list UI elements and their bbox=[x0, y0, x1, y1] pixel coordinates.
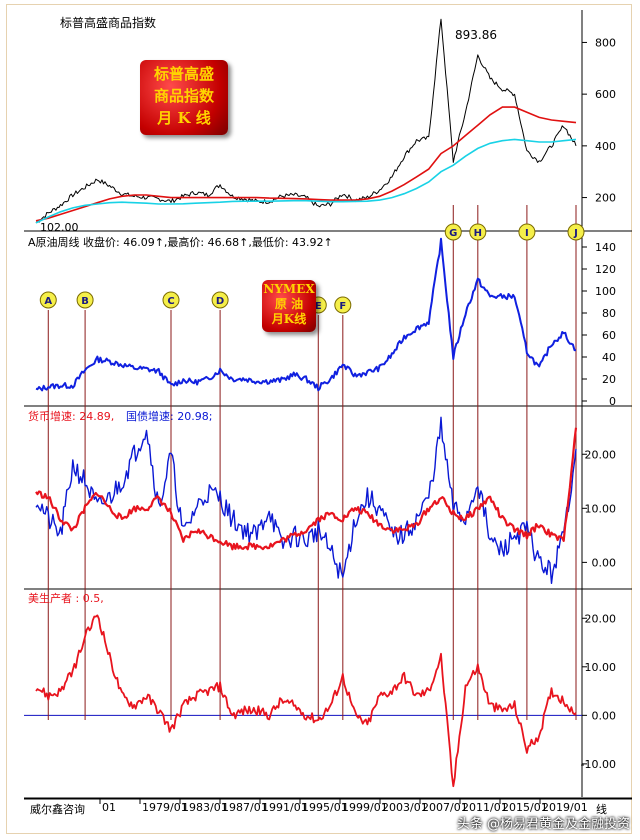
money-growth-series bbox=[35, 427, 578, 551]
y-tick-label: 20 bbox=[602, 373, 616, 386]
marker-h-circle bbox=[469, 223, 487, 241]
y-tick-label: 10.00 bbox=[585, 661, 617, 674]
x-tick-label: 1991/01 bbox=[262, 801, 308, 814]
x-tick-label: 1999/01 bbox=[342, 801, 388, 814]
y-tick-label: 60 bbox=[602, 329, 616, 342]
marker-b-circle bbox=[76, 291, 94, 309]
x-tick-label: 2015/01 bbox=[502, 801, 548, 814]
oil-price-series bbox=[35, 237, 577, 392]
marker-d-circle bbox=[211, 291, 229, 309]
page-title: 标普高盛商品指数 bbox=[60, 16, 157, 30]
x-tick-label: 2007/01 bbox=[422, 801, 468, 814]
marker-c-circle bbox=[162, 291, 180, 309]
marker-i-circle bbox=[518, 223, 536, 241]
gsci-badge-line-3: 月 K 线 bbox=[157, 109, 211, 127]
x-tick-label: 1987/01 bbox=[222, 801, 268, 814]
y-tick-label: 0.00 bbox=[592, 556, 617, 569]
y-tick-label: 20.00 bbox=[585, 448, 617, 461]
ppi-caption: 美生产者 : 0.5, bbox=[28, 592, 104, 605]
y-tick-label: 10.00 bbox=[585, 502, 617, 515]
watermark: 头条 @杨易君黄金及金融投资 bbox=[456, 817, 630, 832]
gsci-ma-short-series bbox=[35, 138, 577, 224]
x-tick-label: 01 bbox=[102, 801, 116, 814]
oil-badge-line-2: 原 油 bbox=[274, 297, 304, 311]
marker-j-circle bbox=[567, 223, 585, 241]
marker-j-label: J bbox=[573, 228, 578, 239]
gsci-badge: 标普高盛 商品指数 月 K 线 bbox=[140, 60, 228, 135]
x-tick-label: 1979/01 bbox=[142, 801, 188, 814]
y-tick-label: 100 bbox=[595, 285, 616, 298]
y-tick-label: 400 bbox=[595, 140, 616, 153]
outer-frame bbox=[6, 4, 632, 834]
bond-growth-series bbox=[35, 416, 577, 584]
oil-badge-line-1: NYMEX bbox=[263, 282, 315, 296]
y-tick-label: -10.00 bbox=[581, 758, 616, 771]
marker-a-circle bbox=[39, 291, 57, 309]
marker-f-label: F bbox=[339, 301, 346, 312]
marker-b-label: B bbox=[81, 296, 89, 307]
gsci-badge-line-1: 标普高盛 bbox=[153, 65, 214, 83]
gsci-max-label: 893.86 bbox=[455, 28, 497, 42]
marker-g-circle bbox=[444, 223, 462, 241]
money-caption: 货币增速: 24.89, bbox=[28, 410, 115, 423]
marker-e-label: E bbox=[315, 301, 322, 312]
y-tick-label: 40 bbox=[602, 351, 616, 364]
gsci-price-series bbox=[35, 18, 577, 224]
y-tick-label: 600 bbox=[595, 88, 616, 101]
y-tick-label: 140 bbox=[595, 241, 616, 254]
marker-f-circle bbox=[334, 296, 352, 314]
ppi-series bbox=[35, 614, 577, 788]
bond-caption: 国债增速: 20.98; bbox=[126, 410, 213, 423]
oil-badge-line-3: 月K线 bbox=[271, 312, 307, 326]
x-tick-label: 2019/01 bbox=[542, 801, 588, 814]
marker-c-label: C bbox=[167, 296, 174, 307]
x-axis-end-label: 线 bbox=[596, 803, 607, 816]
marker-h-label: H bbox=[474, 228, 482, 239]
gsci-badge-line-2: 商品指数 bbox=[153, 87, 214, 105]
y-tick-label: 120 bbox=[595, 263, 616, 276]
marker-g-label: G bbox=[449, 228, 457, 239]
x-tick-label: 2003/01 bbox=[382, 801, 428, 814]
x-tick-label: 1995/01 bbox=[302, 801, 348, 814]
y-tick-label: 800 bbox=[595, 36, 616, 49]
marker-i-label: I bbox=[525, 228, 529, 239]
gsci-min-label: 102.00 bbox=[40, 221, 79, 234]
marker-a-label: A bbox=[44, 296, 52, 307]
oil-caption: A原油周线 收盘价: 46.09↑,最高价: 46.68↑,最低价: 43.92… bbox=[28, 236, 333, 249]
y-tick-label: 200 bbox=[595, 192, 616, 205]
marker-d-label: D bbox=[216, 296, 224, 307]
y-tick-label: 0 bbox=[609, 395, 616, 408]
y-tick-label: 0.00 bbox=[592, 709, 617, 722]
y-tick-label: 20.00 bbox=[585, 612, 617, 625]
x-tick-label: 2011/01 bbox=[462, 801, 508, 814]
x-tick-label: 1983/01 bbox=[182, 801, 228, 814]
oil-badge: NYMEX 原 油 月K线 bbox=[262, 280, 316, 332]
source-label: 威尔鑫咨询 bbox=[30, 803, 85, 816]
y-tick-label: 80 bbox=[602, 307, 616, 320]
gsci-ma-long-series bbox=[35, 106, 577, 222]
